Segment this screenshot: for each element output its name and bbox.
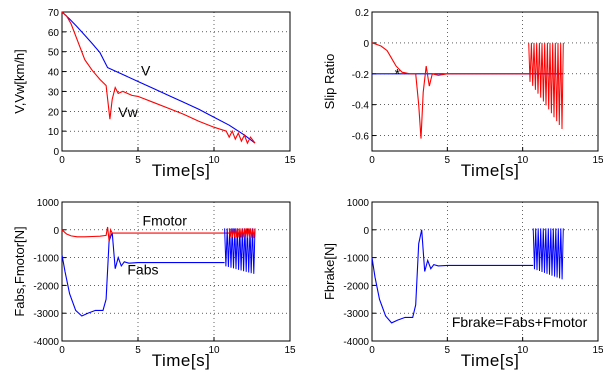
y-tick-label: -0.2 (352, 70, 370, 81)
y-tick-label: 0 (363, 39, 369, 50)
y-tick-label: -1000 (343, 254, 369, 265)
x-tick-label: 15 (592, 155, 603, 166)
series-line (371, 229, 534, 324)
y-tick-label: -2000 (343, 281, 369, 292)
y-tick-label: 60 (48, 28, 60, 39)
y-tick-label: -4000 (343, 337, 369, 348)
y-tick-label: -2000 (33, 281, 59, 292)
x-tick-label: 5 (445, 345, 451, 356)
x-axis-label: Time[s] (461, 351, 520, 370)
y-tick-label: -0.6 (352, 132, 370, 143)
y-tick-label: 0.2 (355, 8, 369, 19)
chart-slip-ratio: 0.2 0 -0.2 -0.4 -0.6 0 5 10 15 * Time[s] Slip Ratio (322, 8, 603, 180)
oscillation-line (528, 42, 564, 130)
oscillation-line (228, 228, 256, 239)
y-tick-label: 0 (53, 147, 59, 158)
x-tick-label: 15 (284, 345, 296, 356)
oscillation-line (532, 228, 564, 280)
annotation: Fbrake=Fabs+Fmotor (452, 314, 588, 330)
x-tick-label: 0 (369, 345, 375, 356)
y-tick-label: -1000 (33, 254, 59, 265)
x-tick-label: 10 (208, 345, 220, 356)
x-tick-label: 15 (284, 155, 296, 166)
y-tick-label: 40 (48, 68, 60, 79)
y-tick-label: 1000 (37, 198, 60, 209)
series-line (61, 11, 256, 144)
y-tick-label: 20 (48, 107, 60, 118)
x-axis-label: Time[s] (152, 161, 211, 180)
y-tick-label: 1000 (347, 198, 370, 209)
x-tick-label: 15 (592, 345, 603, 356)
annotation: Vw (118, 104, 138, 120)
y-tick-label: 0 (363, 226, 369, 237)
y-tick-label: 0 (53, 226, 59, 237)
plot-frame (61, 11, 291, 152)
x-tick-label: 5 (135, 345, 141, 356)
x-tick-label: 10 (517, 155, 529, 166)
series-line (371, 42, 529, 139)
y-tick-label: -3000 (343, 309, 369, 320)
y-tick-label: 50 (48, 48, 60, 59)
plot-frame (61, 201, 291, 342)
x-axis-label: Time[s] (152, 351, 211, 370)
y-tick-label: 10 (48, 127, 60, 138)
y-tick-label: 30 (48, 87, 60, 98)
annotation: Fmotor (143, 213, 188, 229)
y-tick-label: -0.4 (352, 101, 370, 112)
annotation: * (395, 65, 401, 81)
x-tick-label: 0 (59, 155, 65, 166)
x-tick-label: 5 (135, 155, 141, 166)
plot-frame (371, 201, 599, 342)
x-axis-label: Time[s] (461, 161, 520, 180)
y-tick-label: 70 (48, 8, 60, 19)
x-tick-label: 0 (59, 345, 65, 356)
y-axis-label: Fbrake[N] (322, 243, 337, 300)
y-tick-label: -4000 (33, 337, 59, 348)
y-axis-label: Fabs,Fmotor[N] (12, 226, 27, 316)
annotation: Fabs (127, 261, 158, 277)
x-tick-label: 0 (369, 155, 375, 166)
annotation: V (141, 63, 151, 79)
chart-speed: 0 10 20 30 40 50 60 70 0 5 10 15 V Vw Time[s] V,Vw[km/h… (12, 8, 296, 180)
series-line (61, 226, 255, 241)
series-line (61, 11, 256, 145)
y-axis-label: V,Vw[km/h] (12, 49, 27, 114)
x-tick-label: 10 (208, 155, 220, 166)
y-axis-label: Slip Ratio (322, 54, 337, 110)
x-tick-label: 10 (517, 345, 529, 356)
plot-frame (371, 11, 599, 152)
y-tick-label: -3000 (33, 309, 59, 320)
x-tick-label: 5 (445, 155, 451, 166)
